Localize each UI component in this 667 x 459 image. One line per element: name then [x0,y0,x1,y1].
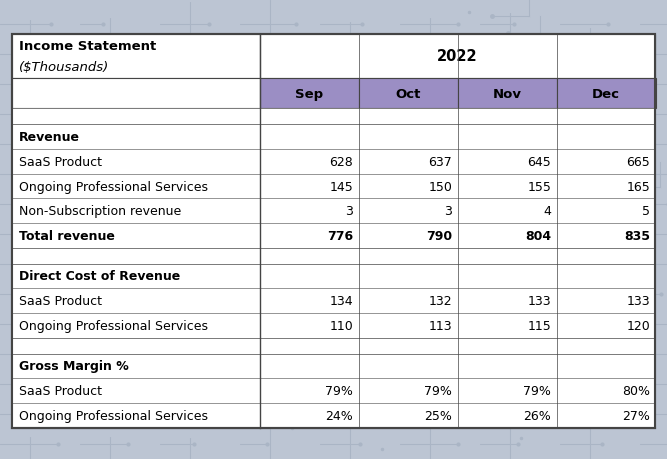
Text: 637: 637 [428,156,452,168]
Bar [190,378,198,382]
Bar [283,216,299,224]
Text: 4: 4 [544,205,552,218]
Text: 80%: 80% [622,384,650,397]
Text: 133: 133 [528,295,552,308]
Text: Oct: Oct [396,88,421,101]
Text: SaaS Product: SaaS Product [19,295,101,308]
Bar [259,79,359,109]
Text: 165: 165 [626,180,650,193]
Text: 24%: 24% [325,409,354,422]
Text: 25%: 25% [424,409,452,422]
Bar [557,79,656,109]
Bar [259,34,655,79]
Text: 665: 665 [626,156,650,168]
Text: 645: 645 [528,156,552,168]
Bar [12,289,655,313]
Bar [128,293,137,297]
Text: 5: 5 [642,205,650,218]
Bar [12,199,655,224]
Text: 3: 3 [444,205,452,218]
Text: 120: 120 [626,319,650,332]
Text: Income Statement: Income Statement [19,40,156,53]
Text: 79%: 79% [325,384,354,397]
Text: Dec: Dec [592,88,620,101]
Bar [12,248,655,264]
Bar [12,378,655,403]
Text: Revenue: Revenue [19,131,79,144]
Bar [12,34,655,428]
Text: Non-Subscription revenue: Non-Subscription revenue [19,205,181,218]
Bar [12,150,655,174]
Text: Sep: Sep [295,88,323,101]
Text: Direct Cost of Revenue: Direct Cost of Revenue [19,270,180,283]
Text: 150: 150 [428,180,452,193]
Text: Ongoing Professional Services: Ongoing Professional Services [19,319,207,332]
Bar [458,79,557,109]
Bar [12,403,655,428]
Text: Total revenue: Total revenue [19,230,115,242]
Text: 113: 113 [429,319,452,332]
Text: 26%: 26% [524,409,552,422]
Bar [12,109,655,125]
Text: 79%: 79% [424,384,452,397]
Bar [12,313,655,338]
Bar [12,224,655,248]
Text: SaaS Product: SaaS Product [19,156,101,168]
Text: 27%: 27% [622,409,650,422]
Text: Gross Margin %: Gross Margin % [19,359,129,373]
Bar [12,264,655,289]
Text: 3: 3 [346,205,354,218]
Text: 145: 145 [329,180,354,193]
Bar [12,338,655,354]
Text: 790: 790 [426,230,452,242]
Text: 115: 115 [528,319,552,332]
Text: 110: 110 [329,319,354,332]
Bar [12,125,655,150]
Text: 134: 134 [329,295,354,308]
Text: 628: 628 [329,156,354,168]
Text: ($Thousands): ($Thousands) [19,61,109,73]
Text: 79%: 79% [524,384,552,397]
Text: 776: 776 [327,230,354,242]
Bar [449,341,460,346]
Bar [359,79,458,109]
Text: SaaS Product: SaaS Product [19,384,101,397]
Text: 155: 155 [528,180,552,193]
Text: 2022: 2022 [437,50,478,64]
Text: 133: 133 [627,295,650,308]
Bar [12,34,259,79]
Text: 132: 132 [429,295,452,308]
Bar [12,79,259,109]
Bar [427,168,438,174]
Text: 835: 835 [624,230,650,242]
Bar [367,250,380,257]
Bar [12,174,655,199]
Text: 804: 804 [525,230,552,242]
Text: Ongoing Professional Services: Ongoing Professional Services [19,409,207,422]
Text: Ongoing Professional Services: Ongoing Professional Services [19,180,207,193]
Bar [533,59,548,67]
Text: Nov: Nov [493,88,522,101]
Bar [12,34,655,428]
Bar [12,354,655,378]
Bar [192,235,208,242]
